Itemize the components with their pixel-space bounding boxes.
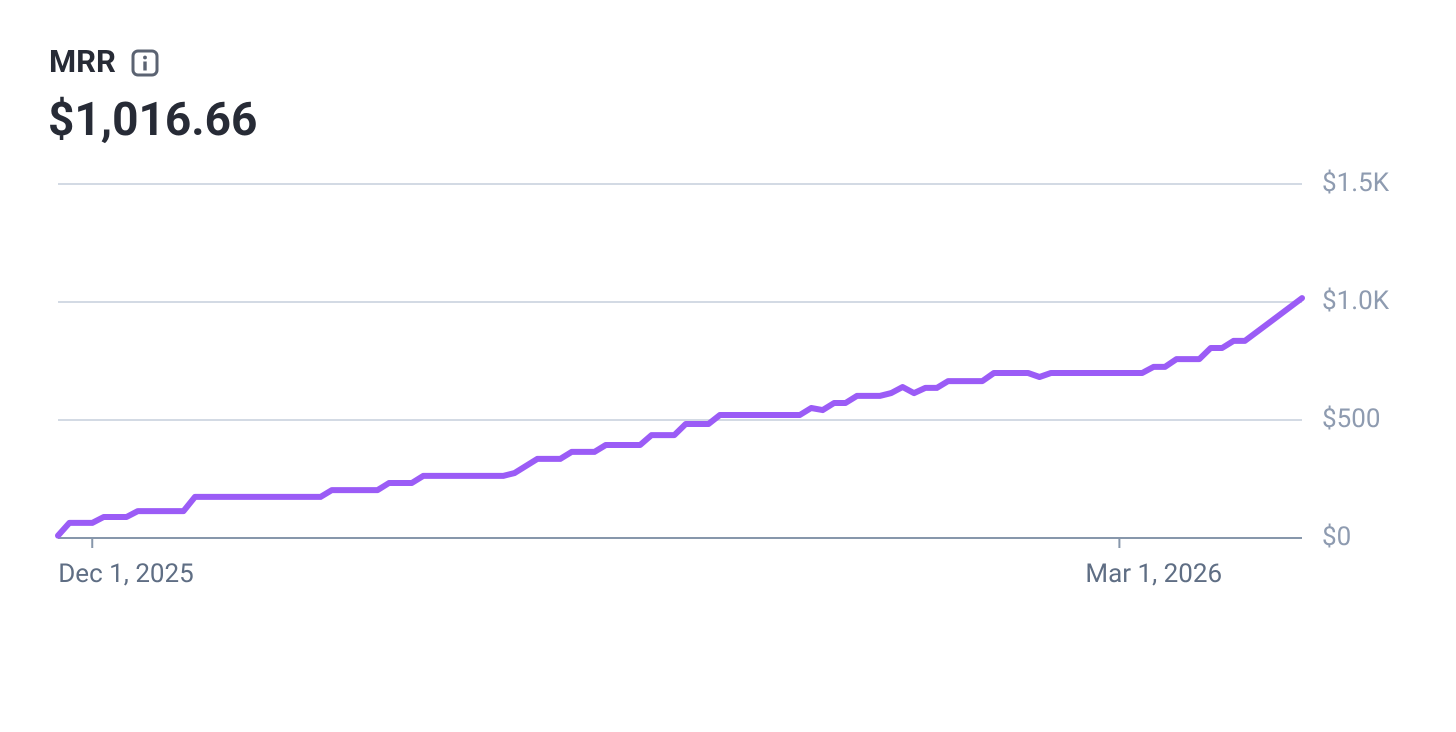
x-tick-label: Mar 1, 2026 <box>1085 559 1222 589</box>
info-icon[interactable] <box>131 49 159 77</box>
metric-title: MRR <box>49 43 116 80</box>
info-icon-box <box>131 49 159 77</box>
x-tick-label: Dec 1, 2025 <box>58 559 194 589</box>
y-tick-label: $0 <box>1322 522 1351 552</box>
y-tick-label: $1.0K <box>1322 286 1390 316</box>
y-tick-label: $1.5K <box>1322 168 1390 198</box>
mrr-line <box>55 295 1305 539</box>
info-icon-bar <box>143 61 147 71</box>
info-icon-dot <box>143 55 147 60</box>
y-tick-label: $500 <box>1322 404 1380 434</box>
metric-value: $1,016.66 <box>48 93 257 147</box>
